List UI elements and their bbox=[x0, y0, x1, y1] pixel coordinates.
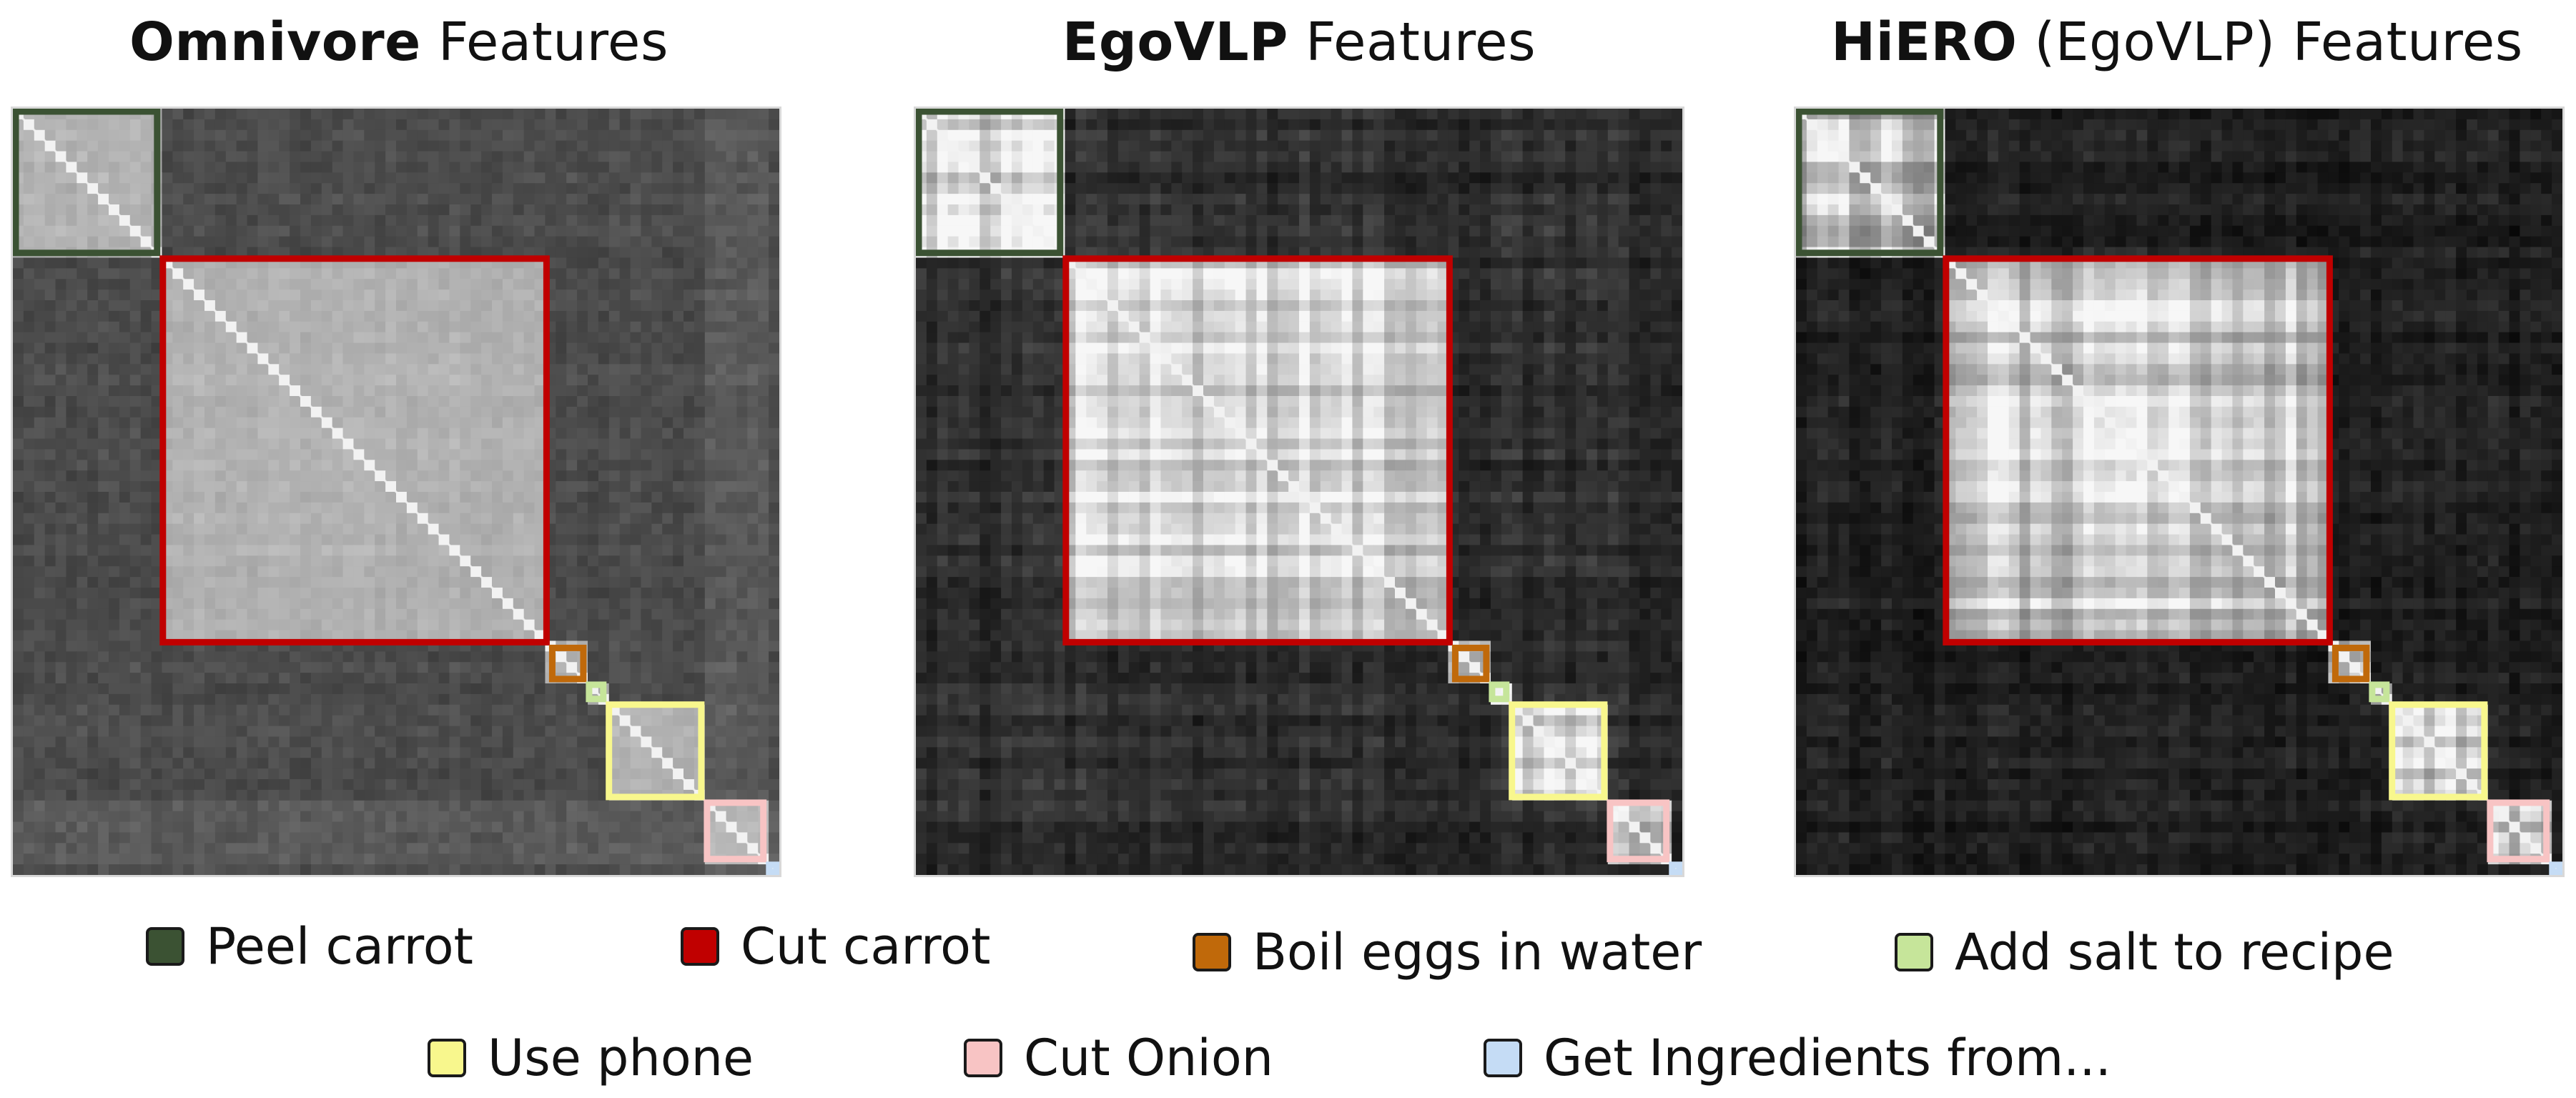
matrix-canvas bbox=[916, 109, 1682, 875]
panel-title-bold: Omnivore bbox=[129, 11, 421, 73]
legend-item-peel-carrot: Peel carrot bbox=[146, 919, 473, 974]
legend-swatch bbox=[1895, 933, 1933, 971]
legend-item-cut-carrot: Cut carrot bbox=[681, 919, 990, 974]
segment-box-peel-carrot bbox=[916, 109, 1064, 257]
segment-box-get-ingredients-from bbox=[1669, 861, 1682, 875]
segment-box-peel-carrot bbox=[13, 109, 161, 257]
segment-box-boil-eggs-in-water bbox=[2331, 644, 2370, 683]
panel-title-paren: (EgoVLP) bbox=[2034, 11, 2276, 73]
legend-swatch bbox=[681, 927, 719, 966]
legend-item-cut-onion: Cut Onion bbox=[964, 1031, 1273, 1085]
similarity-matrix-hiero bbox=[1796, 109, 2562, 875]
segment-box-cut-onion bbox=[1607, 799, 1670, 863]
legend-swatch bbox=[428, 1039, 466, 1077]
matrix-canvas bbox=[1796, 109, 2562, 875]
legend-label: Peel carrot bbox=[206, 917, 473, 976]
segment-box-cut-carrot bbox=[1943, 255, 2333, 646]
panel-title-egovlp: EgoVLP Features bbox=[913, 10, 1685, 74]
legend-swatch bbox=[1193, 933, 1231, 971]
legend-swatch bbox=[964, 1039, 1002, 1077]
legend-label: Add salt to recipe bbox=[1955, 923, 2394, 981]
panel-title-omnivore: Omnivore Features bbox=[13, 10, 785, 74]
segment-box-use-phone bbox=[606, 701, 705, 801]
legend-item-get-ingredients: Get Ingredients from... bbox=[1484, 1031, 2111, 1085]
legend-swatch bbox=[146, 927, 184, 966]
legend-swatch bbox=[1484, 1039, 1522, 1077]
segment-box-use-phone bbox=[1509, 701, 1608, 801]
matrix-cells bbox=[1796, 109, 2562, 875]
matrix-diagonal bbox=[13, 109, 779, 875]
panel-title-rest: Features bbox=[438, 11, 669, 73]
segment-box-cut-carrot bbox=[159, 255, 550, 646]
segment-box-boil-eggs-in-water bbox=[548, 644, 587, 683]
legend-item-boil-eggs: Boil eggs in water bbox=[1193, 925, 1702, 979]
segment-box-peel-carrot bbox=[1796, 109, 1944, 257]
legend-item-add-salt: Add salt to recipe bbox=[1895, 925, 2394, 979]
segment-box-add-salt-to-recipe bbox=[2369, 681, 2390, 703]
legend-label: Boil eggs in water bbox=[1253, 923, 1702, 981]
legend-label: Get Ingredients from... bbox=[1544, 1029, 2111, 1087]
segment-box-cut-onion bbox=[2487, 799, 2550, 863]
segment-box-use-phone bbox=[2389, 701, 2488, 801]
segment-box-boil-eggs-in-water bbox=[1451, 644, 1490, 683]
matrix-canvas bbox=[13, 109, 779, 875]
panel-title-bold: HiERO bbox=[1831, 11, 2018, 73]
similarity-matrix-egovlp bbox=[916, 109, 1682, 875]
segment-box-add-salt-to-recipe bbox=[586, 681, 607, 703]
panel-title-hiero: HiERO (EgoVLP) Features bbox=[1791, 10, 2563, 74]
legend-label: Cut carrot bbox=[741, 917, 991, 976]
panel-title-rest: Features bbox=[1305, 11, 1536, 73]
segment-box-get-ingredients-from bbox=[766, 861, 779, 875]
legend-label: Cut Onion bbox=[1024, 1029, 1274, 1087]
matrix-diagonal bbox=[916, 109, 1682, 875]
similarity-matrix-omnivore bbox=[13, 109, 779, 875]
segment-box-cut-carrot bbox=[1062, 255, 1453, 646]
segment-box-get-ingredients-from bbox=[2549, 861, 2562, 875]
matrix-cells bbox=[13, 109, 779, 875]
segment-box-cut-onion bbox=[704, 799, 767, 863]
panel-title-rest: Features bbox=[2292, 11, 2523, 73]
matrix-diagonal bbox=[1796, 109, 2562, 875]
legend-item-use-phone: Use phone bbox=[428, 1031, 754, 1085]
segment-box-add-salt-to-recipe bbox=[1489, 681, 1510, 703]
legend-label: Use phone bbox=[488, 1029, 754, 1087]
panel-title-bold: EgoVLP bbox=[1062, 11, 1288, 73]
